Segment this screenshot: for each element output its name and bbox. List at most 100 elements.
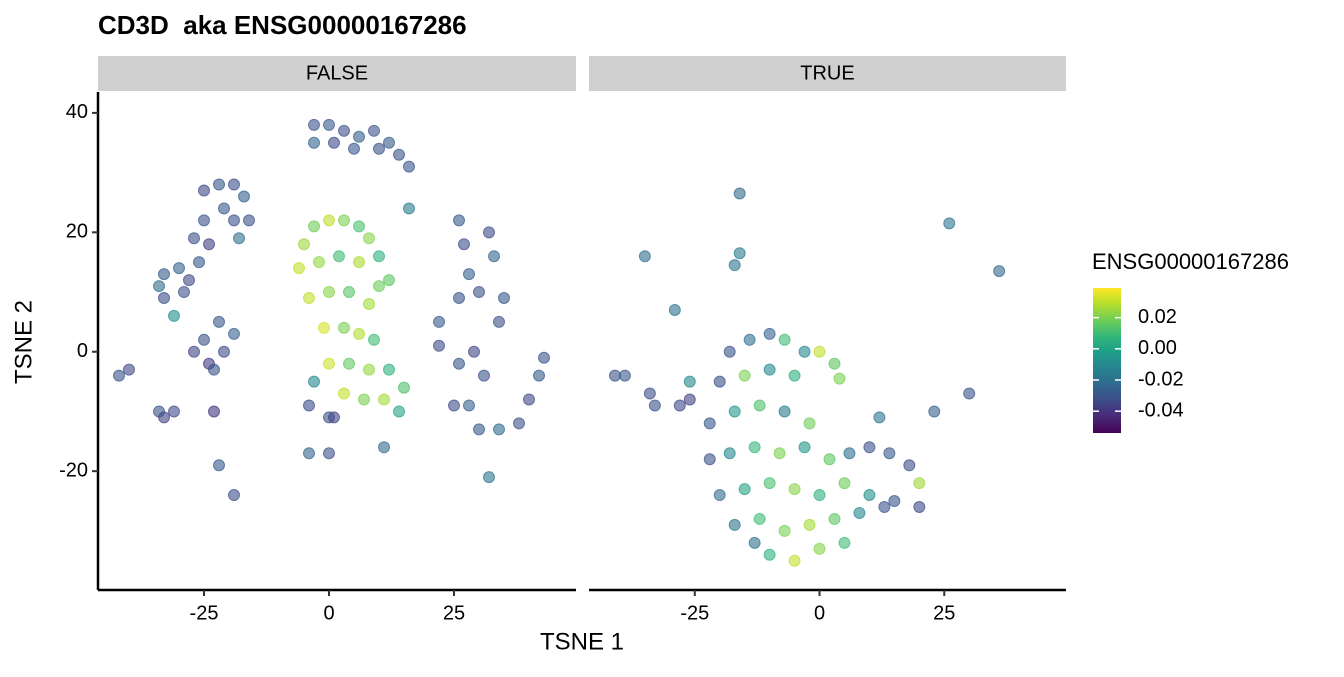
point — [883, 447, 896, 460]
point — [728, 405, 741, 418]
x-tick-label: -25 — [190, 602, 219, 624]
point — [178, 286, 190, 299]
point — [888, 495, 901, 508]
colorbar-tick-label: 0.00 — [1138, 337, 1177, 359]
point — [228, 489, 240, 502]
point — [323, 447, 335, 460]
point — [303, 399, 315, 412]
point — [728, 259, 741, 272]
point — [743, 333, 756, 346]
point — [648, 399, 661, 412]
point — [838, 477, 851, 490]
point — [338, 214, 350, 227]
point — [833, 372, 846, 385]
point — [753, 399, 766, 412]
point — [363, 232, 375, 245]
point — [463, 268, 475, 281]
point — [238, 190, 250, 203]
point — [373, 280, 385, 293]
point — [353, 327, 365, 340]
point — [738, 369, 751, 382]
point — [748, 536, 761, 549]
point — [153, 405, 165, 418]
point — [993, 265, 1006, 278]
point — [383, 136, 395, 149]
point — [643, 387, 656, 400]
point — [208, 405, 220, 418]
strip-label: TRUE — [800, 62, 854, 84]
point — [323, 357, 335, 370]
point — [773, 447, 786, 460]
point — [243, 214, 255, 227]
x-tick-label: 25 — [443, 602, 465, 624]
point — [453, 214, 465, 227]
point — [733, 187, 746, 200]
point — [213, 459, 225, 472]
point — [228, 178, 240, 191]
point — [538, 351, 550, 364]
point — [353, 130, 365, 143]
point — [188, 232, 200, 245]
point — [228, 214, 240, 227]
point — [483, 471, 495, 484]
point — [778, 405, 791, 418]
point — [778, 524, 791, 537]
strip — [98, 56, 576, 91]
point — [608, 369, 621, 382]
point — [913, 501, 926, 513]
point — [668, 303, 681, 316]
legend-title: ENSG00000167286 — [1092, 249, 1289, 274]
point — [343, 286, 355, 299]
point — [478, 369, 490, 382]
point — [433, 339, 445, 352]
point — [448, 399, 460, 412]
colorbar-tick-label: -0.04 — [1138, 399, 1184, 421]
point — [863, 441, 876, 454]
point — [308, 118, 320, 131]
point — [213, 178, 225, 191]
point — [813, 489, 826, 502]
point — [803, 417, 816, 430]
point — [383, 363, 395, 376]
point — [498, 292, 510, 305]
point — [473, 286, 485, 299]
point — [763, 477, 776, 490]
point — [403, 202, 415, 215]
point — [673, 399, 686, 412]
point — [198, 333, 210, 346]
point — [788, 483, 801, 496]
point — [483, 226, 495, 239]
point — [373, 142, 385, 155]
point — [198, 184, 210, 197]
strip — [589, 56, 1066, 91]
point — [378, 441, 390, 454]
point — [803, 518, 816, 531]
point — [158, 268, 170, 281]
point — [828, 357, 841, 370]
point — [338, 387, 350, 400]
point — [878, 501, 891, 513]
point — [328, 411, 340, 424]
point — [728, 518, 741, 531]
point — [213, 315, 225, 328]
point — [488, 250, 500, 263]
point — [963, 387, 976, 400]
colorbar — [1093, 288, 1121, 433]
point — [903, 459, 916, 472]
point — [203, 238, 215, 251]
point — [763, 548, 776, 561]
point — [873, 411, 886, 424]
point — [313, 256, 325, 269]
point — [733, 247, 746, 260]
point — [323, 118, 335, 131]
point — [333, 250, 345, 263]
point — [323, 214, 335, 227]
point — [798, 345, 811, 358]
point — [363, 363, 375, 376]
point — [863, 489, 876, 502]
point — [778, 333, 791, 346]
y-tick-label: 20 — [66, 221, 88, 243]
colorbar-tick-label: 0.02 — [1138, 306, 1177, 328]
point — [233, 232, 245, 245]
